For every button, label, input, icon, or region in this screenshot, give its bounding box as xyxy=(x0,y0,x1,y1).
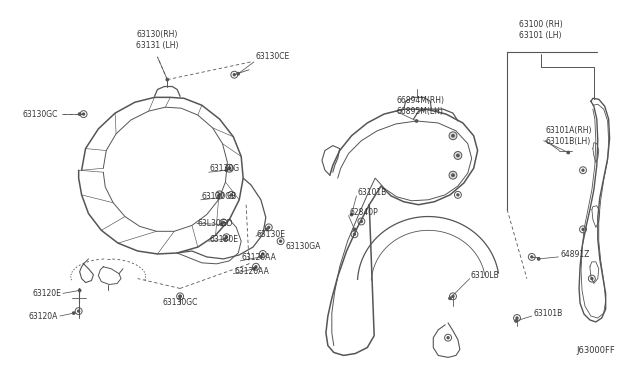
Circle shape xyxy=(225,236,227,238)
Circle shape xyxy=(220,219,227,226)
Text: 63101B: 63101B xyxy=(534,308,563,318)
Circle shape xyxy=(223,221,225,224)
Text: 62840P: 62840P xyxy=(349,208,378,217)
Circle shape xyxy=(449,293,456,300)
Text: 63120A: 63120A xyxy=(29,311,58,321)
Circle shape xyxy=(77,310,79,312)
Circle shape xyxy=(220,223,223,225)
Text: 63130GB: 63130GB xyxy=(202,192,237,201)
Circle shape xyxy=(351,231,358,238)
Circle shape xyxy=(234,74,236,76)
Circle shape xyxy=(237,73,239,75)
Circle shape xyxy=(415,120,418,122)
Circle shape xyxy=(529,253,535,260)
Circle shape xyxy=(80,110,87,118)
Circle shape xyxy=(358,218,365,225)
Text: 63130CE: 63130CE xyxy=(256,52,290,61)
Circle shape xyxy=(580,167,586,174)
Circle shape xyxy=(538,258,540,260)
Circle shape xyxy=(230,194,232,196)
Circle shape xyxy=(179,295,181,298)
Circle shape xyxy=(218,197,220,199)
Circle shape xyxy=(591,278,593,280)
Circle shape xyxy=(72,312,75,314)
Text: 63120E: 63120E xyxy=(32,289,61,298)
Circle shape xyxy=(353,233,355,235)
Circle shape xyxy=(266,228,268,231)
Text: 63130E: 63130E xyxy=(257,230,286,239)
Text: 66894M(RH)
66895M(LH): 66894M(RH) 66895M(LH) xyxy=(397,96,445,116)
Text: 63130GC: 63130GC xyxy=(163,298,198,307)
Circle shape xyxy=(445,334,451,341)
Circle shape xyxy=(262,253,264,255)
Circle shape xyxy=(218,194,221,196)
Circle shape xyxy=(223,234,230,241)
Circle shape xyxy=(216,191,223,199)
Circle shape xyxy=(452,135,454,137)
Text: 63130GC: 63130GC xyxy=(22,110,58,119)
Circle shape xyxy=(228,192,235,198)
Circle shape xyxy=(259,250,266,257)
Text: 6310LB: 6310LB xyxy=(470,271,499,280)
Circle shape xyxy=(457,154,459,157)
Text: 63101B: 63101B xyxy=(357,188,387,198)
Circle shape xyxy=(449,132,457,140)
Circle shape xyxy=(353,228,356,231)
Circle shape xyxy=(83,113,84,115)
Circle shape xyxy=(452,174,454,176)
Circle shape xyxy=(360,221,362,222)
Circle shape xyxy=(280,240,282,242)
Circle shape xyxy=(567,151,570,154)
Text: 63130GA: 63130GA xyxy=(285,241,321,251)
Text: 63120AA: 63120AA xyxy=(241,253,276,262)
Text: 63120AA: 63120AA xyxy=(234,267,269,276)
Circle shape xyxy=(277,238,284,245)
Circle shape xyxy=(79,113,81,115)
Circle shape xyxy=(179,295,181,297)
Circle shape xyxy=(513,315,520,321)
Circle shape xyxy=(449,171,457,179)
Circle shape xyxy=(225,169,228,171)
Text: J63000FF: J63000FF xyxy=(577,346,616,355)
Circle shape xyxy=(516,317,518,319)
Circle shape xyxy=(580,226,586,233)
Circle shape xyxy=(449,297,451,299)
Circle shape xyxy=(223,238,226,240)
Circle shape xyxy=(76,308,82,315)
Circle shape xyxy=(350,214,353,216)
Circle shape xyxy=(253,267,255,270)
Circle shape xyxy=(454,151,462,160)
Circle shape xyxy=(582,169,584,171)
Circle shape xyxy=(253,263,259,270)
Circle shape xyxy=(225,164,234,172)
Text: 63L30GD: 63L30GD xyxy=(198,219,234,228)
Circle shape xyxy=(231,71,237,78)
Circle shape xyxy=(266,224,272,231)
Circle shape xyxy=(255,266,257,268)
Text: 63130E: 63130E xyxy=(210,235,239,244)
Circle shape xyxy=(454,192,461,198)
Circle shape xyxy=(260,256,262,258)
Text: 63130G: 63130G xyxy=(210,164,240,173)
Text: 63101A(RH)
63101B(LH): 63101A(RH) 63101B(LH) xyxy=(545,126,592,146)
Circle shape xyxy=(531,256,532,258)
Text: 64891Z: 64891Z xyxy=(561,250,589,259)
Circle shape xyxy=(588,275,595,282)
Circle shape xyxy=(228,167,230,170)
Circle shape xyxy=(582,228,584,230)
Text: 63100 (RH)
63101 (LH): 63100 (RH) 63101 (LH) xyxy=(519,20,563,40)
Text: 63130(RH)
63131 (LH): 63130(RH) 63131 (LH) xyxy=(136,30,179,50)
Circle shape xyxy=(457,194,459,196)
Circle shape xyxy=(452,295,454,297)
Circle shape xyxy=(515,320,517,322)
Circle shape xyxy=(447,337,449,339)
Circle shape xyxy=(268,227,270,228)
Circle shape xyxy=(177,293,184,300)
Circle shape xyxy=(166,78,168,81)
Circle shape xyxy=(79,289,81,292)
